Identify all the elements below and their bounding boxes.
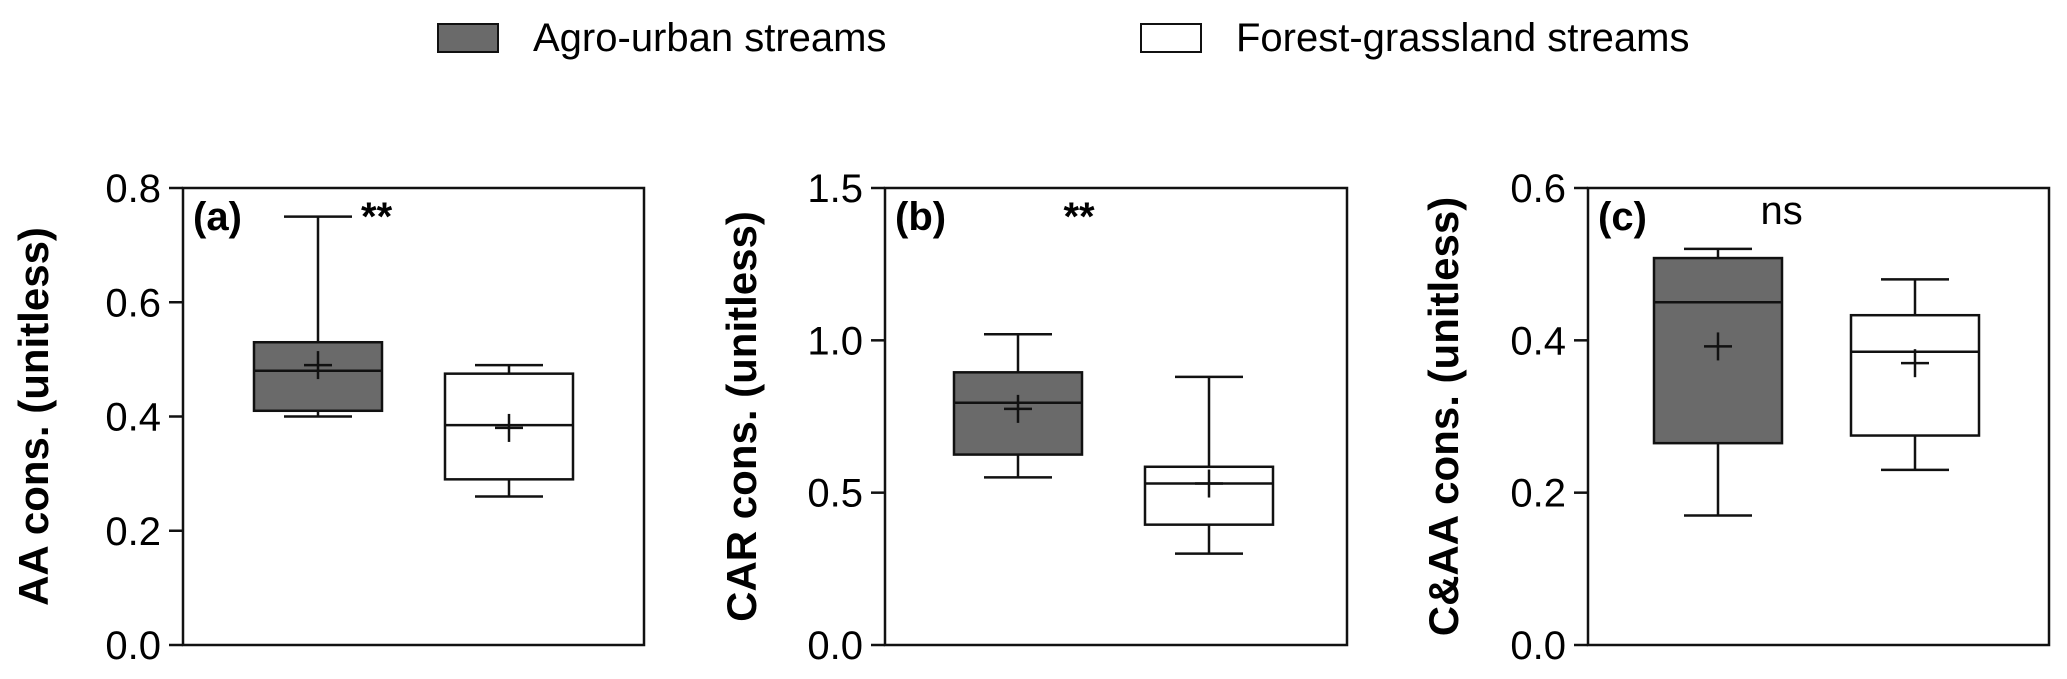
y-tick-label: 0.6	[1510, 167, 1566, 211]
y-axis-label: C&AA cons. (unitless)	[1420, 197, 1467, 636]
legend-item-forest-grassland: Forest-grassland streams	[1140, 15, 1690, 60]
y-tick-label: 0.2	[1510, 472, 1566, 516]
y-axis-label: CAR cons. (unitless)	[718, 211, 765, 622]
box-iqr	[1849, 313, 1981, 437]
significance-label: **	[1063, 195, 1095, 239]
legend-label-forest-grassland: Forest-grassland streams	[1236, 15, 1690, 60]
y-tick-label: 1.5	[807, 167, 863, 211]
y-tick-label: 0.4	[1510, 319, 1566, 363]
y-tick-label: 0.8	[105, 167, 161, 211]
legend-label-agro-urban: Agro-urban streams	[533, 15, 887, 60]
legend: Agro-urban streams Forest-grassland stre…	[0, 0, 2067, 80]
panel-label: (a)	[193, 195, 242, 239]
plot-frame	[1586, 186, 2051, 647]
y-tick-label: 0.5	[807, 472, 863, 516]
y-axis-label: AA cons. (unitless)	[10, 227, 57, 606]
panel-label: (c)	[1598, 195, 1647, 239]
legend-swatch-agro-urban	[437, 23, 499, 53]
y-tick-label: 0.4	[105, 396, 161, 440]
plot-frame	[883, 186, 1349, 647]
y-tick-label: 0.2	[105, 510, 161, 554]
plot-frame	[181, 186, 646, 647]
y-tick-label: 0.6	[105, 281, 161, 325]
panel-label: (b)	[895, 195, 946, 239]
y-tick-label: 0.0	[1510, 624, 1566, 668]
legend-item-agro-urban: Agro-urban streams	[437, 15, 887, 60]
significance-label: **	[361, 195, 393, 239]
y-tick-label: 0.0	[807, 624, 863, 668]
legend-swatch-forest-grassland	[1140, 23, 1202, 53]
y-tick-label: 0.0	[105, 624, 161, 668]
significance-label: ns	[1760, 189, 1802, 233]
y-tick-label: 1.0	[807, 319, 863, 363]
